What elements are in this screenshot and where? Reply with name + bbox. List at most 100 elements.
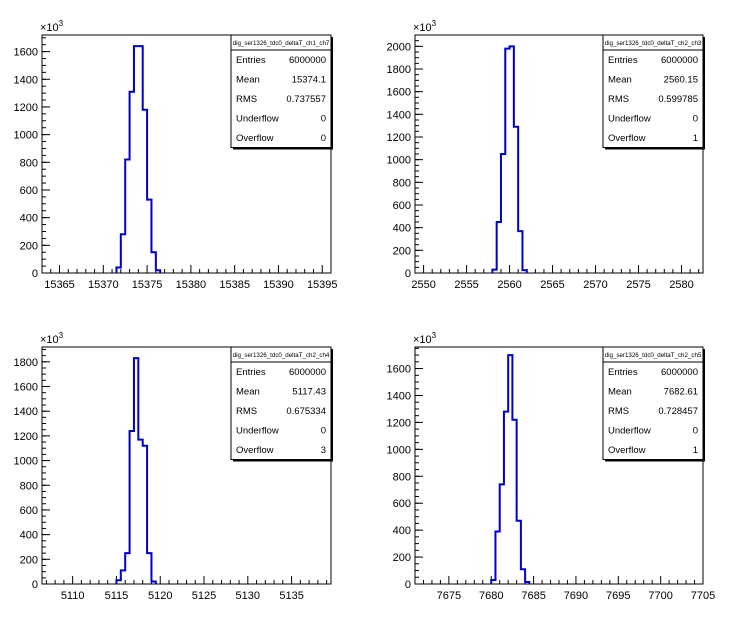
y-tick-label: 1400 [387,390,411,402]
y-axis-multiplier: ×103 [40,331,64,346]
y-tick-label: 800 [20,157,38,169]
y-tick-label: 0 [32,268,38,280]
stats-label: Overflow [236,445,274,456]
plot-frame [41,34,332,274]
y-tick-label: 1000 [387,155,411,167]
x-tick-label: 15385 [219,279,250,291]
y-tick-label: 0 [405,268,411,280]
x-tick-label: 7690 [564,590,588,602]
x-tick-label: 7685 [521,590,545,602]
stats-value: 1 [693,445,698,456]
y-tick-label: 200 [20,240,38,252]
stats-value: 0 [693,426,698,437]
stats-label: Overflow [608,445,646,456]
y-axis-multiplier: ×103 [40,19,64,34]
stats-label: Entries [236,55,266,66]
stats-label: Mean [236,387,260,398]
stats-label: Mean [608,75,632,86]
y-tick-label: 200 [393,552,411,564]
y-tick-label: 1800 [387,64,411,76]
x-tick-label: 2580 [669,279,693,291]
stats-value: 0.737557 [286,94,326,105]
x-tick-label: 7700 [648,590,672,602]
x-tick-label: 5110 [61,590,85,602]
y-tick-label: 400 [20,530,38,542]
stats-label: Underflow [236,114,279,125]
x-tick-label: 2565 [540,279,564,291]
histogram-pad-2: 0 200 400 600 800 1000 1200 1400 1600 1800 2000 255… [387,19,705,291]
y-tick-label: 1200 [387,132,411,144]
x-tick-label: 7675 [437,590,461,602]
stats-value: 6000000 [661,367,698,378]
y-tick-label: 1400 [387,109,411,121]
y-axis-multiplier: ×103 [413,331,437,346]
histogram-pad-1: 0 200 400 600 800 1000 1200 1400 1600 15365 15370 1… [14,19,338,291]
y-tick-label: 1600 [387,87,411,99]
stats-value: 3 [321,445,326,456]
y-tick-label: 1800 [14,357,38,369]
histogram-outline [115,357,157,584]
stats-value: 0 [693,114,698,125]
y-tick-label: 400 [20,213,38,225]
stats-value: 2560.15 [664,75,698,86]
y-axis-multiplier: ×103 [413,19,437,34]
stats-label: Underflow [608,114,651,125]
y-tick-label: 200 [393,245,411,257]
stats-box [602,346,704,460]
x-tick-label: 2560 [497,279,521,291]
y-tick-label: 1600 [387,364,411,376]
y-tick-label: 1000 [14,130,38,142]
x-tick-label: 15365 [44,279,75,291]
stats-label: Entries [608,55,638,66]
y-tick-label: 600 [20,185,38,197]
stats-label: RMS [236,94,257,105]
stats-label: RMS [608,94,629,105]
stats-value: 15374.1 [292,75,326,86]
y-tick-label: 1000 [14,456,38,468]
stats-label: Overflow [236,133,274,144]
y-tick-label: 400 [393,525,411,537]
x-tick-label: 5135 [279,590,303,602]
stats-value: 0.599785 [658,94,698,105]
stats-value: 5117.43 [292,387,326,398]
stats-label: Entries [608,367,638,378]
y-tick-label: 1200 [14,431,38,443]
y-tick-label: 200 [20,554,38,566]
stats-value: 6000000 [661,55,698,66]
stats-value: 0.728457 [658,406,698,417]
stats-value: 6000000 [289,55,326,66]
x-tick-label: 15380 [176,279,207,291]
stats-value: 0 [321,114,326,125]
x-tick-label: 2570 [583,279,607,291]
stats-box [230,346,332,460]
x-tick-label: 15390 [263,279,294,291]
stats-value: 7682.61 [664,387,698,398]
stats-value: 0 [321,133,326,144]
stats-label: Overflow [608,133,646,144]
x-tick-label: 5125 [192,590,216,602]
stats-box [602,34,704,148]
stats-box-title: dig_ser1326_tdc0_deltaT_ch2_ch3 [605,40,702,47]
y-tick-label: 0 [32,579,38,591]
stats-value: 1 [693,133,698,144]
y-tick-label: 0 [405,579,411,591]
x-tick-label: 15375 [132,279,163,291]
histogram-pad-3: 0 200 400 600 800 1000 1200 1400 1600 1800 5110 511… [14,331,333,602]
stats-box [230,34,332,148]
y-tick-label: 1200 [14,102,38,114]
histogram-pad-4: 0 200 400 600 800 1000 1200 1400 1600 7675 7680 768… [387,331,716,602]
y-tick-label: 800 [393,177,411,189]
x-tick-label: 2550 [411,279,435,291]
y-tick-label: 800 [20,480,38,492]
stats-label: Mean [608,387,632,398]
y-tick-label: 600 [393,200,411,212]
stats-label: Entries [236,367,266,378]
stats-label: RMS [608,406,629,417]
y-tick-label: 2000 [387,41,411,53]
y-tick-label: 1600 [14,382,38,394]
histogram-outline [115,45,162,273]
stats-box-title: dig_ser1326_tdc0_deltaT_ch1_ch7 [233,40,330,47]
x-tick-label: 7680 [479,590,503,602]
x-tick-label: 5115 [105,590,129,602]
